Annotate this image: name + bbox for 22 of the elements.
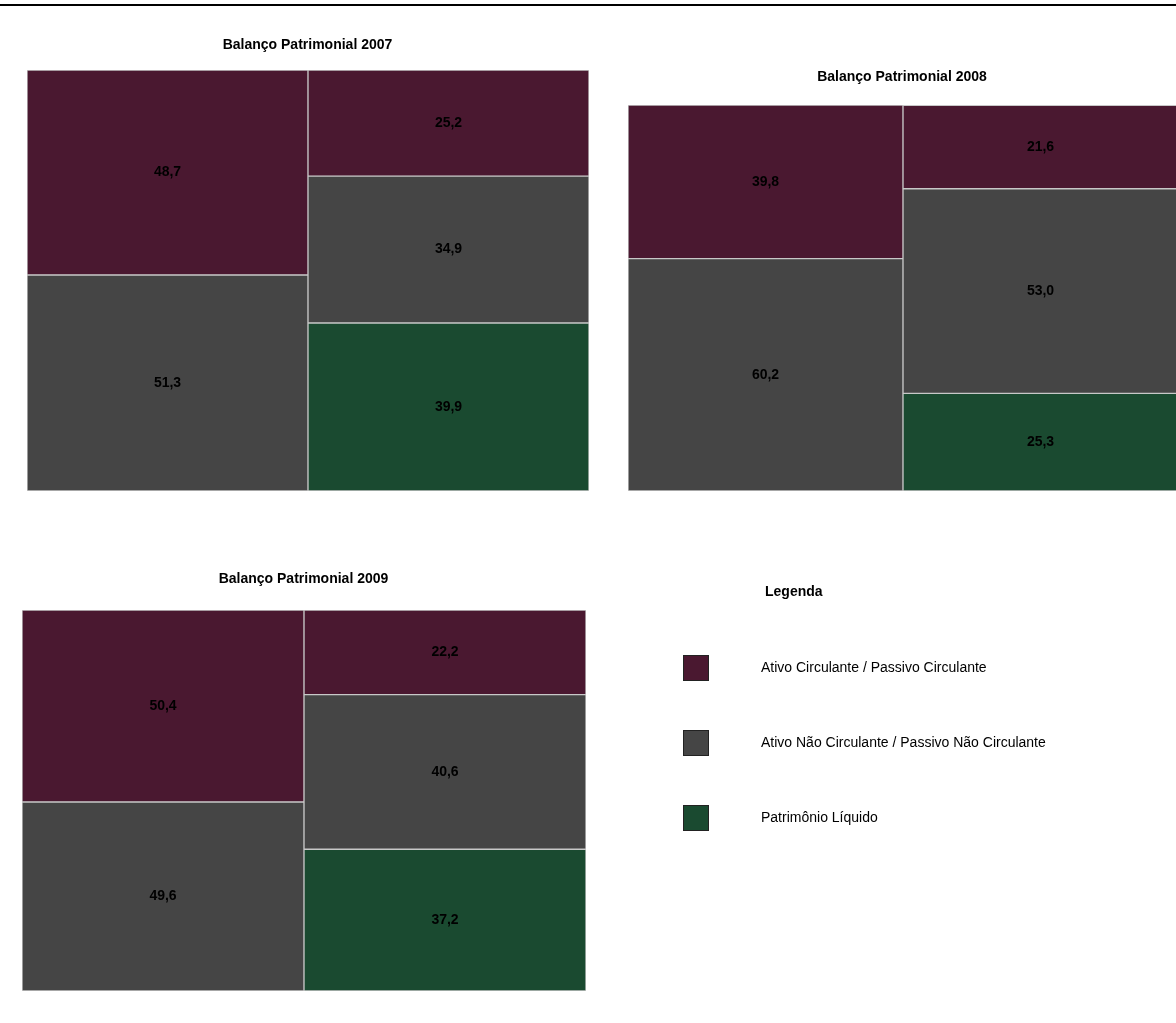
text: Ativo Circulante / Passivo Circulante bbox=[761, 659, 987, 675]
chart-title: Balanço Patrimonial 2008 bbox=[816, 68, 988, 84]
data-label: 21,6 bbox=[1026, 137, 1055, 154]
data-label: 39,8 bbox=[751, 172, 780, 189]
data-label: 40,6 bbox=[431, 762, 459, 779]
text: Ativo Não Circulante / Passivo Não Circulante bbox=[761, 734, 1046, 750]
chart-title: Balanço Patrimonial 2007 bbox=[221, 36, 394, 52]
text: Patrimônio Líquido bbox=[761, 809, 878, 825]
chart-title: Balanço Patrimonial 2009 bbox=[217, 570, 390, 586]
data-label: 22,2 bbox=[431, 643, 459, 660]
data-label: 39,9 bbox=[434, 397, 463, 414]
data-label: 25,3 bbox=[1026, 433, 1055, 450]
data-label: 37,2 bbox=[431, 910, 459, 927]
data-label: 25,2 bbox=[434, 113, 463, 130]
data-label: 50,4 bbox=[149, 696, 177, 713]
data-label: 49,6 bbox=[149, 887, 177, 904]
data-label: 48,7 bbox=[153, 163, 182, 180]
data-label: 60,2 bbox=[751, 365, 780, 382]
data-label: 51,3 bbox=[153, 373, 182, 390]
legend-title: Legenda bbox=[765, 583, 823, 599]
data-label: 34,9 bbox=[434, 240, 463, 257]
data-label: 53,0 bbox=[1026, 281, 1055, 298]
